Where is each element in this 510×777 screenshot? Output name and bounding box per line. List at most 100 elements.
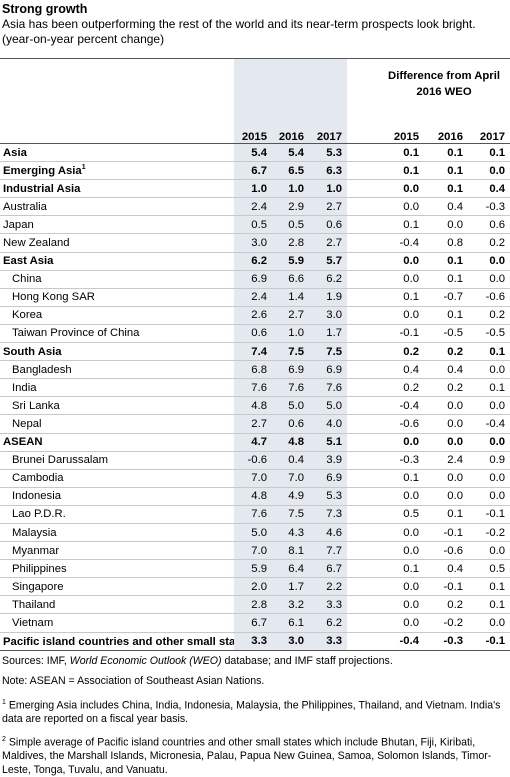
- label-text: Australia: [3, 200, 47, 213]
- row: Malaysia 5.0 4.3 4.6 0.0 -0.1 -0.2: [0, 523, 510, 543]
- value: 0.1: [380, 288, 424, 307]
- column-header: 2015: [234, 128, 272, 144]
- label-text: Bangladesh: [12, 363, 72, 376]
- label-text: Lao P.D.R.: [12, 508, 66, 521]
- value: 4.3: [272, 523, 309, 543]
- value: 6.3: [309, 161, 347, 181]
- cell: [347, 179, 380, 199]
- value: 0.4: [272, 451, 309, 470]
- cell: [347, 541, 380, 561]
- cell: [347, 143, 380, 163]
- value: 0.0: [380, 197, 424, 217]
- header-row: 2015 2016 2017 2015 2016 2017: [0, 128, 510, 144]
- row: Lao P.D.R. 7.6 7.5 7.3 0.5 0.1 -0.1: [0, 505, 510, 524]
- cell: [347, 58, 380, 128]
- label-text: Singapore: [12, 580, 64, 593]
- value: -0.5: [468, 324, 510, 344]
- cell: [347, 197, 380, 217]
- value: 2.7: [272, 306, 309, 325]
- value: 1.0: [272, 324, 309, 344]
- cell: [347, 632, 380, 651]
- value: -0.1: [468, 505, 510, 524]
- value: 2.7: [234, 414, 272, 434]
- value: 0.6: [309, 215, 347, 235]
- value: 0.6: [468, 215, 510, 235]
- value: -0.1: [424, 577, 468, 597]
- value: -0.1: [468, 632, 510, 651]
- label-text: East Asia: [3, 255, 54, 268]
- value: 3.3: [234, 632, 272, 651]
- value: 0.2: [468, 306, 510, 325]
- value: 7.5: [272, 342, 309, 362]
- value: 0.0: [380, 252, 424, 271]
- cell: [272, 58, 309, 128]
- row-label: Brunei Darussalam: [0, 451, 234, 470]
- row-label: Indonesia: [0, 487, 234, 506]
- label-text: Vietnam: [12, 616, 54, 629]
- cell: [347, 451, 380, 470]
- value: 0.0: [380, 487, 424, 506]
- cell: [347, 161, 380, 181]
- row: New Zealand 3.0 2.8 2.7 -0.4 0.8 0.2: [0, 233, 510, 253]
- value: -0.1: [380, 324, 424, 344]
- value: -0.6: [424, 541, 468, 561]
- value: -0.6: [380, 414, 424, 434]
- label-text: India: [12, 381, 37, 394]
- value: 6.6: [272, 270, 309, 289]
- value: 4.8: [272, 433, 309, 452]
- cell: [347, 215, 380, 235]
- value: 0.0: [468, 469, 510, 488]
- row-label: Industrial Asia: [0, 179, 234, 199]
- value: -0.4: [380, 396, 424, 416]
- value: -0.4: [380, 233, 424, 253]
- value: 2.7: [309, 197, 347, 217]
- group-header: Difference from April 2016 WEO: [380, 58, 510, 128]
- footnote: 1 Emerging Asia includes China, India, I…: [2, 696, 508, 727]
- value: 2.4: [234, 197, 272, 217]
- value: 6.4: [272, 559, 309, 579]
- value: 7.5: [309, 342, 347, 362]
- row-label: Korea: [0, 306, 234, 325]
- value: 6.7: [234, 161, 272, 181]
- row-label: Singapore: [0, 577, 234, 597]
- label-text: South Asia: [3, 345, 62, 358]
- value: -0.7: [424, 288, 468, 307]
- row: Cambodia 7.0 7.0 6.9 0.1 0.0 0.0: [0, 469, 510, 488]
- value: 3.0: [272, 632, 309, 651]
- cell: [347, 469, 380, 488]
- cell: [347, 396, 380, 416]
- label-text: Indonesia: [12, 490, 61, 503]
- cell: [347, 233, 380, 253]
- footnote: 2 Simple average of Pacific island count…: [2, 733, 508, 777]
- row: Sri Lanka 4.8 5.0 5.0 -0.4 0.0 0.0: [0, 396, 510, 416]
- value: 6.7: [309, 559, 347, 579]
- value: 6.8: [234, 360, 272, 380]
- value: 0.0: [468, 252, 510, 271]
- value: 3.3: [309, 632, 347, 651]
- value: 0.0: [468, 541, 510, 561]
- row-label: Asia: [0, 143, 234, 163]
- value: 5.4: [272, 143, 309, 163]
- value: 2.8: [272, 233, 309, 253]
- row: South Asia 7.4 7.5 7.5 0.2 0.2 0.1: [0, 342, 510, 362]
- value: 0.5: [380, 505, 424, 524]
- value: 2.6: [234, 306, 272, 325]
- cell: [347, 613, 380, 633]
- value: 1.7: [272, 577, 309, 597]
- cell: [347, 270, 380, 289]
- value: 0.4: [380, 360, 424, 380]
- row: Australia 2.4 2.9 2.7 0.0 0.4 -0.3: [0, 197, 510, 217]
- cell: [347, 252, 380, 271]
- row: Korea 2.6 2.7 3.0 0.0 0.1 0.2: [0, 306, 510, 325]
- value: 7.6: [272, 378, 309, 398]
- value: 8.1: [272, 541, 309, 561]
- label-text: Korea: [12, 309, 43, 322]
- label-text: Malaysia: [12, 526, 57, 539]
- value: 0.0: [380, 577, 424, 597]
- row: Taiwan Province of China 0.6 1.0 1.7 -0.1 -0.…: [0, 324, 510, 344]
- row: Philippines 5.9 6.4 6.7 0.1 0.4 0.5: [0, 559, 510, 579]
- row: Indonesia 4.8 4.9 5.3 0.0 0.0 0.0: [0, 487, 510, 506]
- value: 3.2: [272, 595, 309, 615]
- unit: (year-on-year percent change): [2, 32, 165, 46]
- value: 6.9: [234, 270, 272, 289]
